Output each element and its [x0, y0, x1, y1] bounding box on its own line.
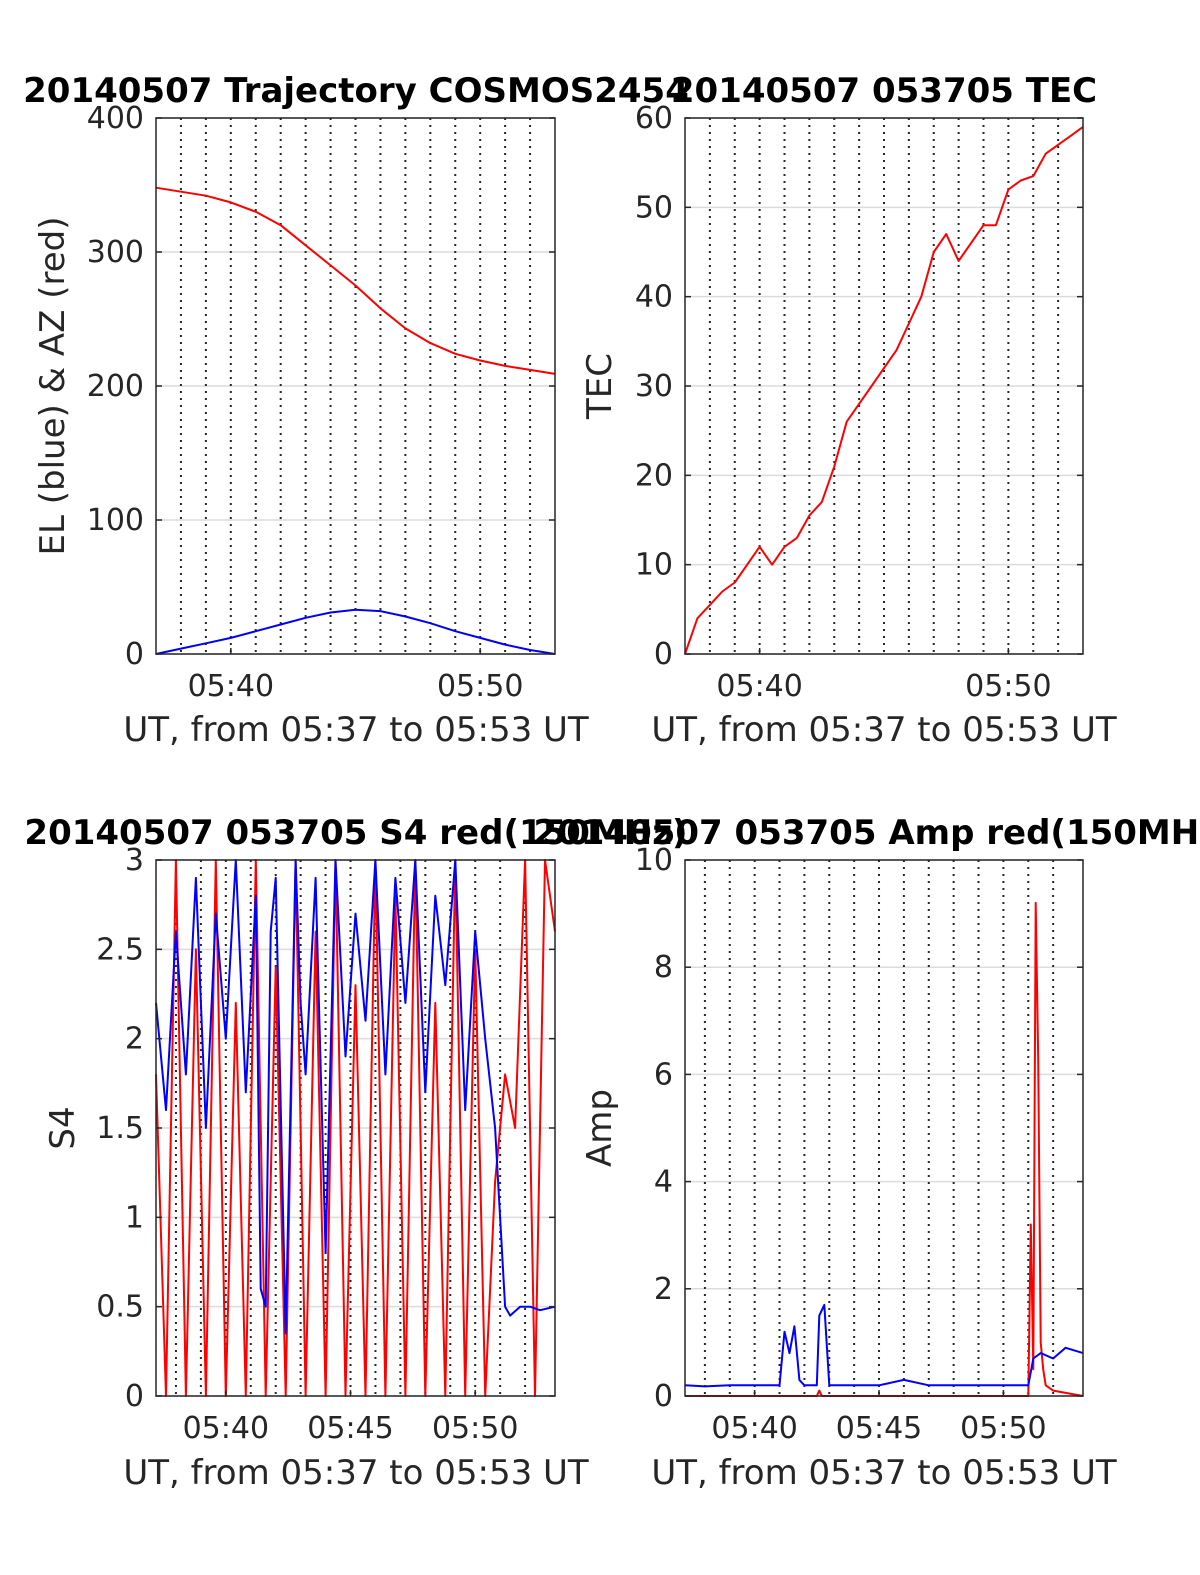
trajectory-title: 20140507 Trajectory COSMOS2454	[23, 71, 689, 111]
amp-series-0-line	[685, 901, 1084, 1397]
trajectory-ytick-label-0: 0	[125, 637, 144, 672]
amp-ytick-label-4: 8	[654, 950, 673, 985]
s4-series-1-line	[155, 859, 556, 1335]
trajectory-xlabel: UT, from 05:37 to 05:53 UT	[123, 710, 589, 750]
s4-series-0-line	[155, 859, 556, 1397]
tec-ytick-label-0: 0	[654, 637, 673, 672]
trajectory-series-1-line	[155, 608, 556, 655]
trajectory-ytick-label-3: 300	[87, 235, 144, 270]
trajectory-xtick-label-1: 05:50	[437, 669, 523, 704]
amp-title: 20140507 053705 Amp red(150MHz)	[533, 813, 1200, 853]
tec-ytick-label-1: 10	[635, 548, 673, 583]
s4-xtick-label-2: 05:50	[432, 1411, 518, 1446]
amp-series	[684, 901, 1084, 1397]
tec-ytick-label-5: 50	[635, 190, 673, 225]
amp-ytick-label-1: 2	[654, 1272, 673, 1307]
s4-panel: 20140507 053705 S4 red(150MHz) 0 0.5 1 1.5 2…	[24, 813, 687, 1493]
s4-ytick-label-2: 1	[125, 1200, 144, 1235]
trajectory-series	[155, 186, 556, 655]
s4-ytick-label-5: 2.5	[96, 932, 144, 967]
trajectory-grid	[156, 117, 555, 655]
trajectory-ytick-label-4: 400	[87, 101, 144, 136]
s4-ticks: 0 0.5 1 1.5 2 2.5 3 05:40 05:45 05:50	[96, 843, 555, 1446]
amp-ylabel: Amp	[580, 1089, 620, 1167]
amp-xtick-label-1: 05:45	[836, 1411, 922, 1446]
amp-ytick-label-0: 0	[654, 1379, 673, 1414]
s4-ytick-label-1: 0.5	[96, 1290, 144, 1325]
tec-grid	[685, 117, 1083, 655]
trajectory-xtick-label-0: 05:40	[188, 669, 274, 704]
tec-ylabel: TEC	[580, 353, 620, 420]
amp-xlabel: UT, from 05:37 to 05:53 UT	[651, 1453, 1117, 1493]
tec-xtick-label-1: 05:50	[965, 669, 1051, 704]
tec-ytick-label-3: 30	[635, 369, 673, 404]
s4-ylabel: S4	[43, 1106, 83, 1149]
amp-xtick-label-0: 05:40	[711, 1411, 797, 1446]
trajectory-ytick-label-2: 200	[87, 369, 144, 404]
s4-ytick-label-6: 3	[125, 843, 144, 878]
amp-series-1-line	[684, 1303, 1084, 1388]
trajectory-ylabel: EL (blue) & AZ (red)	[33, 216, 73, 555]
tec-series	[684, 126, 1084, 655]
tec-title: 20140507 053705 TEC	[671, 71, 1097, 111]
s4-ytick-label-0: 0	[125, 1379, 144, 1414]
s4-ytick-label-3: 1.5	[96, 1111, 144, 1146]
trajectory-ticks: 0 100 200 300 400 05:40 05:50	[87, 101, 555, 704]
tec-series-0-line	[684, 126, 1084, 655]
amp-ytick-label-2: 4	[654, 1165, 673, 1200]
tec-ytick-label-4: 40	[635, 280, 673, 315]
amp-ticks: 0 2 4 6 8 10 05:40 05:45 05:50	[635, 843, 1083, 1446]
s4-xlabel: UT, from 05:37 to 05:53 UT	[123, 1453, 589, 1493]
tec-xtick-label-0: 05:40	[716, 669, 802, 704]
s4-xtick-label-1: 05:45	[307, 1411, 393, 1446]
amp-grid	[685, 859, 1083, 1397]
amp-panel: 20140507 053705 Amp red(150MHz) 02468100…	[533, 813, 1200, 1493]
s4-series	[155, 859, 556, 1397]
amp-xtick-label-2: 05:50	[960, 1411, 1046, 1446]
s4-xtick-label-0: 05:40	[183, 1411, 269, 1446]
tec-ticks: 0 10 20 30 40 50 60 05:40 05:50	[635, 101, 1083, 704]
s4-ytick-label-4: 2	[125, 1022, 144, 1057]
amp-axes-frame	[684, 859, 1084, 1397]
tec-xlabel: UT, from 05:37 to 05:53 UT	[651, 710, 1117, 750]
trajectory-ytick-label-1: 100	[87, 503, 144, 538]
amp-ytick-label-3: 6	[654, 1057, 673, 1092]
trajectory-series-0-line	[155, 186, 556, 375]
amp-ytick-label-5: 10	[635, 843, 673, 878]
tec-panel: 20140507 053705 TEC 0 10 20 30 40 50 60 05:40 05…	[580, 71, 1117, 750]
tec-ytick-label-6: 60	[635, 101, 673, 136]
tec-ytick-label-2: 20	[635, 458, 673, 493]
trajectory-panel: 20140507 Trajectory COSMOS2454 010020030…	[23, 71, 689, 750]
s4-title: 20140507 053705 S4 red(150MHz)	[24, 813, 687, 853]
